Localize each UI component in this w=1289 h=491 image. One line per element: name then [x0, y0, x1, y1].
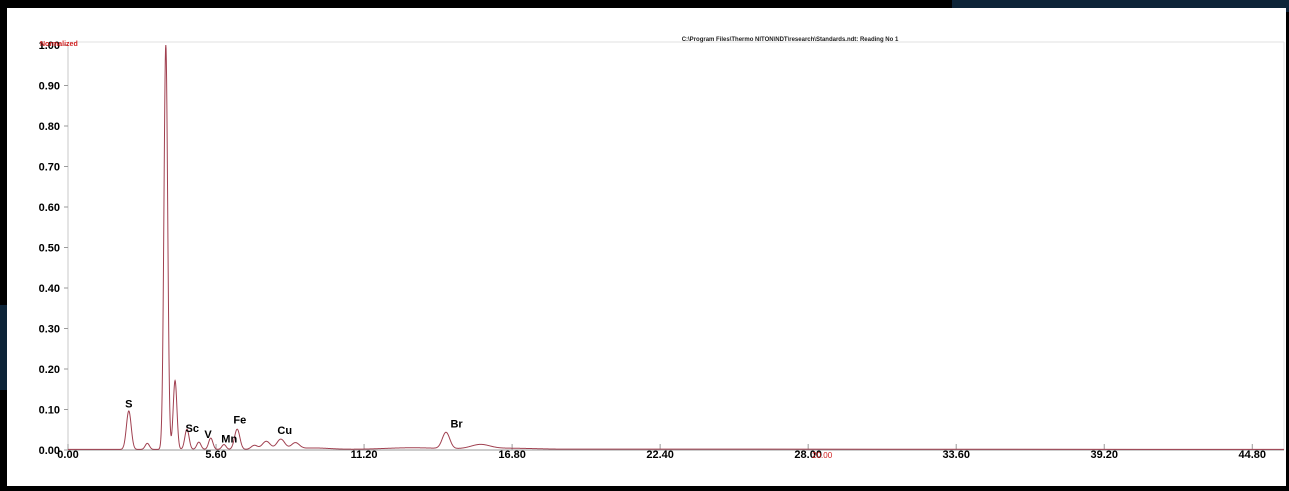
- y-tick-label: 0.20: [39, 364, 60, 376]
- y-tick-label: 1.00: [39, 40, 60, 52]
- left-accent-strip: [0, 305, 7, 390]
- x-tick-label: 11.20: [351, 449, 378, 461]
- cursor-readout: 20.00: [812, 451, 833, 460]
- x-tick-label: 39.20: [1090, 449, 1118, 461]
- y-tick-label: 0.40: [39, 283, 60, 295]
- y-tick-label: 0.90: [39, 81, 60, 93]
- peak-label-cu: Cu: [277, 425, 292, 437]
- y-axis-ticks: 0.00 0.10 0.20 0.30 0.40 0.50 0.60 0.70 0.80 0.90…: [39, 40, 68, 457]
- x-tick-label: 33.60: [942, 449, 970, 461]
- peak-label-v: V: [204, 429, 212, 441]
- y-tick-label: 0.80: [39, 121, 60, 133]
- peak-label-br: Br: [450, 419, 463, 431]
- y-tick-label: 0.10: [39, 405, 60, 417]
- x-tick-label: 16.80: [498, 449, 526, 461]
- y-tick-label: 0.30: [39, 324, 60, 336]
- x-axis-ticks: 0.00 5.60 11.20 16.80 22.40 28.00 33.60 39.20 44…: [57, 444, 1266, 461]
- x-tick-label: 28.00: [794, 449, 822, 461]
- x-tick-label: 22.40: [646, 449, 674, 461]
- y-tick-label: 0.00: [39, 445, 60, 457]
- y-tick-label: 0.60: [39, 202, 60, 214]
- peak-label-fe: Fe: [233, 415, 246, 427]
- y-unit-label: Normalized: [40, 41, 78, 48]
- peak-label-sc: Sc: [186, 423, 199, 435]
- chart-title: C:\Program Files\Thermo NITON\NDT\resear…: [682, 37, 899, 43]
- x-tick-label: 44.80: [1239, 449, 1267, 461]
- x-tick-label: 0.00: [57, 449, 78, 461]
- peak-label-mn: Mn: [221, 434, 237, 446]
- x-tick-label: 5.60: [205, 449, 226, 461]
- peak-label-s: S: [125, 398, 132, 410]
- y-tick-label: 0.50: [39, 243, 60, 255]
- spectrum-plot-panel: [7, 8, 1286, 486]
- peak-labels: S Sc V Mn Fe Cu Br: [125, 398, 463, 445]
- y-tick-label: 0.70: [39, 162, 60, 174]
- spectrum-series-line: [68, 44, 1285, 450]
